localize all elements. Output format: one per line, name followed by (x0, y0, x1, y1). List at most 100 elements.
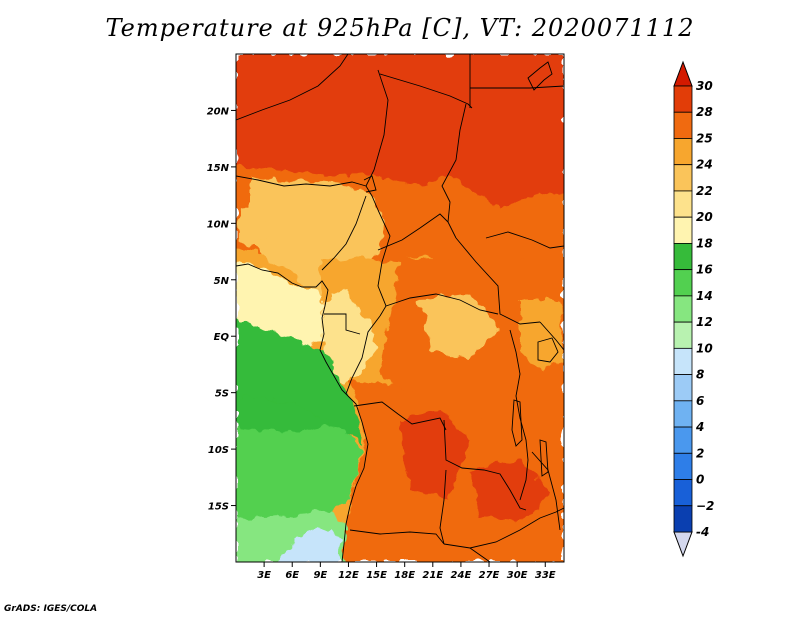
border-libya-chad (379, 73, 473, 109)
patch-east-cool (520, 300, 564, 370)
border-congo-drc (345, 315, 381, 395)
patch-angola-hot (400, 410, 470, 500)
y-tick-label: 20N (207, 106, 230, 117)
colorbar-low-arrow (673, 531, 693, 558)
colorbar-label: -4 (696, 525, 709, 539)
patch-atlantic-green (236, 396, 330, 432)
colorbar-label: 14 (696, 289, 713, 303)
y-tick-label: EQ (214, 332, 230, 343)
border-drc-zambia (443, 419, 527, 511)
border-nigeria-cameroon (321, 195, 367, 271)
x-tick-label: 21E (422, 570, 443, 581)
colorbar-label: 20 (696, 210, 713, 224)
colorbar-band (673, 216, 693, 244)
colorbar-label: 18 (696, 236, 713, 250)
y-tick-label: 15S (208, 502, 229, 513)
border-niger-nigeria (236, 175, 367, 187)
colorbar-band (673, 269, 693, 297)
patch-congo-cool (420, 294, 500, 360)
border-zimbabwe (469, 547, 491, 562)
colorbar-label: 30 (696, 79, 713, 93)
border-chad-west (365, 69, 389, 211)
coastline (236, 263, 369, 562)
colorbar-label: 22 (696, 184, 713, 198)
border-rift-lakes (509, 329, 529, 501)
colorbar-band (673, 164, 693, 192)
x-tick-label: 33E (535, 570, 556, 581)
chart-title: Temperature at 925hPa [C], VT: 202007111… (105, 14, 695, 42)
country-borders (236, 54, 564, 562)
colorbar-band (673, 505, 693, 533)
x-tick-label: 9E (313, 570, 327, 581)
colorbar-label: 8 (696, 368, 704, 382)
region-south-atlantic-corner (280, 528, 340, 562)
border-south-sudan-east (485, 231, 564, 249)
x-tick-label: 6E (285, 570, 299, 581)
lake-malawi (539, 439, 549, 477)
border-angola-zambia (439, 469, 447, 545)
x-tick-label: 30E (507, 570, 528, 581)
credit-label: GrADS: IGES/COLA (4, 604, 98, 614)
patch-guinea-warm (238, 206, 268, 248)
y-tick-label: 5N (214, 276, 230, 287)
border-sahara-north (236, 54, 349, 121)
colorbar-label: 0 (696, 473, 704, 487)
y-tick-label: 15N (207, 163, 230, 174)
colorbar-band (673, 479, 693, 507)
colorbar-band (673, 111, 693, 139)
x-tick-label: 24E (451, 570, 472, 581)
colorbar-band (673, 243, 693, 271)
temperature-field (236, 54, 564, 562)
border-angola-namibia (349, 529, 445, 545)
colorbar-label: 12 (696, 315, 713, 329)
border-south-sudan (455, 237, 541, 325)
border-egypt-sudan (470, 85, 564, 89)
colorbar-label: 4 (695, 420, 704, 434)
x-tick-label: 27E (479, 570, 500, 581)
colorbar-label: 6 (696, 394, 704, 408)
red-sea-coast (527, 61, 553, 91)
lake-chad (363, 175, 377, 193)
border-east-africa (539, 321, 564, 351)
colorbar-label: 16 (696, 263, 713, 277)
colorbar-label: 25 (696, 131, 713, 145)
colorbar-band (673, 426, 693, 454)
region-south-atlantic-mid (236, 418, 362, 520)
region-gulf-of-guinea (236, 262, 326, 346)
x-tick-label: 12E (338, 570, 359, 581)
colorbar-band (673, 190, 693, 218)
colorbar-band (673, 138, 693, 166)
colorbar-band (673, 321, 693, 349)
border-car-south (385, 293, 499, 315)
colorbar-band (673, 452, 693, 480)
y-tick-label: 10N (207, 219, 230, 230)
colorbar-band (673, 85, 693, 113)
map-frame (235, 53, 565, 563)
colorbar-label: 2 (696, 446, 704, 460)
colorbar-label: 28 (696, 105, 713, 119)
x-axis: 3E 6E 9E 12E 15E 18E 21E 24E 27E 30E 33E (257, 562, 556, 581)
colorbar-band (673, 295, 693, 323)
colorbar-label: 24 (696, 158, 713, 172)
lake-victoria (537, 337, 559, 363)
border-car-north (377, 213, 449, 251)
x-tick-label: 15E (366, 570, 387, 581)
y-tick-label: 5S (215, 389, 229, 400)
border-drc-angola (353, 401, 447, 431)
lake-tanganyika (511, 399, 523, 447)
x-tick-label: 3E (257, 570, 271, 581)
region-sahara (236, 54, 564, 212)
border-cameroon-car (377, 209, 391, 317)
border-mozambique (531, 451, 561, 531)
y-axis: 20N 15N 10N 5N EQ 5S 10S 15S (207, 106, 236, 513)
colorbar-band (673, 374, 693, 402)
y-tick-label: 10S (208, 445, 229, 456)
x-tick-label: 18E (394, 570, 415, 581)
temperature-map (236, 54, 564, 562)
colorbar-band (673, 400, 693, 428)
colorbar-high-arrow (673, 60, 693, 87)
colorbar-label: 10 (696, 341, 713, 355)
colorbar-label: −2 (696, 499, 714, 513)
